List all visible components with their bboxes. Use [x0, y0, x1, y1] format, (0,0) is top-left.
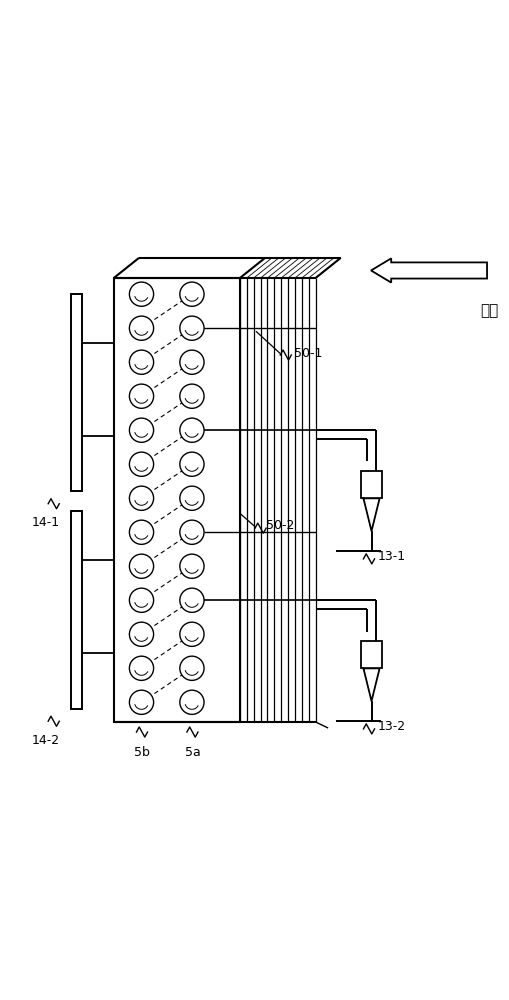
Circle shape [129, 350, 153, 374]
Circle shape [180, 384, 204, 408]
Bar [361, 471, 381, 498]
Circle shape [180, 486, 204, 510]
Bar [71, 294, 82, 491]
FancyArrow shape [370, 258, 486, 283]
Bar [361, 641, 381, 668]
Circle shape [180, 520, 204, 544]
Text: 14-1: 14-1 [32, 516, 60, 529]
Polygon shape [363, 668, 379, 701]
Circle shape [129, 486, 153, 510]
Text: 14-2: 14-2 [32, 734, 60, 747]
Text: 5a: 5a [184, 746, 200, 759]
Circle shape [129, 418, 153, 442]
Circle shape [129, 588, 153, 612]
Circle shape [129, 316, 153, 340]
Text: 13-1: 13-1 [377, 550, 405, 563]
Circle shape [180, 452, 204, 476]
Circle shape [129, 622, 153, 646]
Text: 50-2: 50-2 [266, 519, 294, 532]
Polygon shape [363, 498, 379, 531]
Circle shape [180, 622, 204, 646]
Circle shape [180, 418, 204, 442]
Circle shape [129, 690, 153, 714]
Circle shape [129, 384, 153, 408]
Text: 5b: 5b [134, 746, 150, 759]
Circle shape [180, 350, 204, 374]
Bar [71, 511, 82, 709]
Circle shape [129, 656, 153, 680]
Circle shape [180, 656, 204, 680]
Text: 气流: 气流 [479, 303, 498, 318]
Circle shape [180, 554, 204, 578]
Circle shape [180, 690, 204, 714]
Text: 13-2: 13-2 [377, 720, 405, 733]
Bar [114, 278, 239, 722]
Circle shape [129, 282, 153, 306]
Circle shape [129, 452, 153, 476]
Circle shape [180, 588, 204, 612]
Circle shape [129, 554, 153, 578]
Circle shape [129, 520, 153, 544]
Circle shape [180, 316, 204, 340]
Text: 50-1: 50-1 [293, 347, 322, 360]
Circle shape [180, 282, 204, 306]
